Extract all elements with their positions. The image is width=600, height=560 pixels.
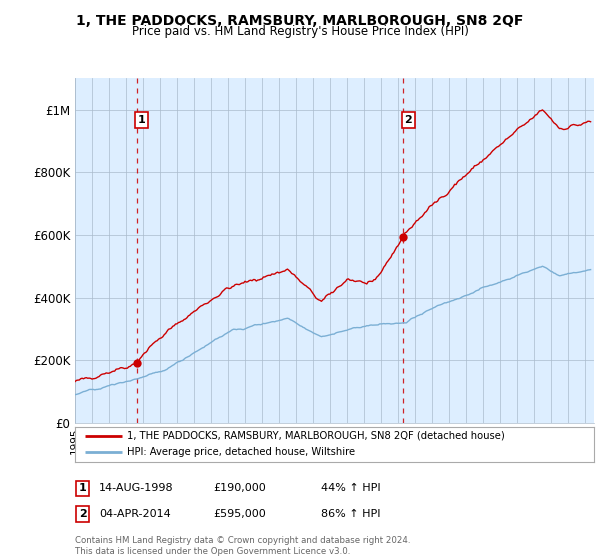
Text: 2: 2	[404, 115, 412, 125]
Text: £595,000: £595,000	[213, 509, 266, 519]
Text: 04-APR-2014: 04-APR-2014	[99, 509, 171, 519]
Text: HPI: Average price, detached house, Wiltshire: HPI: Average price, detached house, Wilt…	[127, 447, 355, 458]
Text: 86% ↑ HPI: 86% ↑ HPI	[321, 509, 380, 519]
Text: 1, THE PADDOCKS, RAMSBURY, MARLBOROUGH, SN8 2QF (detached house): 1, THE PADDOCKS, RAMSBURY, MARLBOROUGH, …	[127, 431, 505, 441]
Text: 1: 1	[138, 115, 146, 125]
Text: 1, THE PADDOCKS, RAMSBURY, MARLBOROUGH, SN8 2QF: 1, THE PADDOCKS, RAMSBURY, MARLBOROUGH, …	[76, 14, 524, 28]
Text: 2: 2	[79, 509, 86, 519]
Text: 44% ↑ HPI: 44% ↑ HPI	[321, 483, 380, 493]
Text: £190,000: £190,000	[213, 483, 266, 493]
Text: 1: 1	[79, 483, 86, 493]
Text: Price paid vs. HM Land Registry's House Price Index (HPI): Price paid vs. HM Land Registry's House …	[131, 25, 469, 38]
Text: Contains HM Land Registry data © Crown copyright and database right 2024.
This d: Contains HM Land Registry data © Crown c…	[75, 536, 410, 556]
Text: 14-AUG-1998: 14-AUG-1998	[99, 483, 173, 493]
